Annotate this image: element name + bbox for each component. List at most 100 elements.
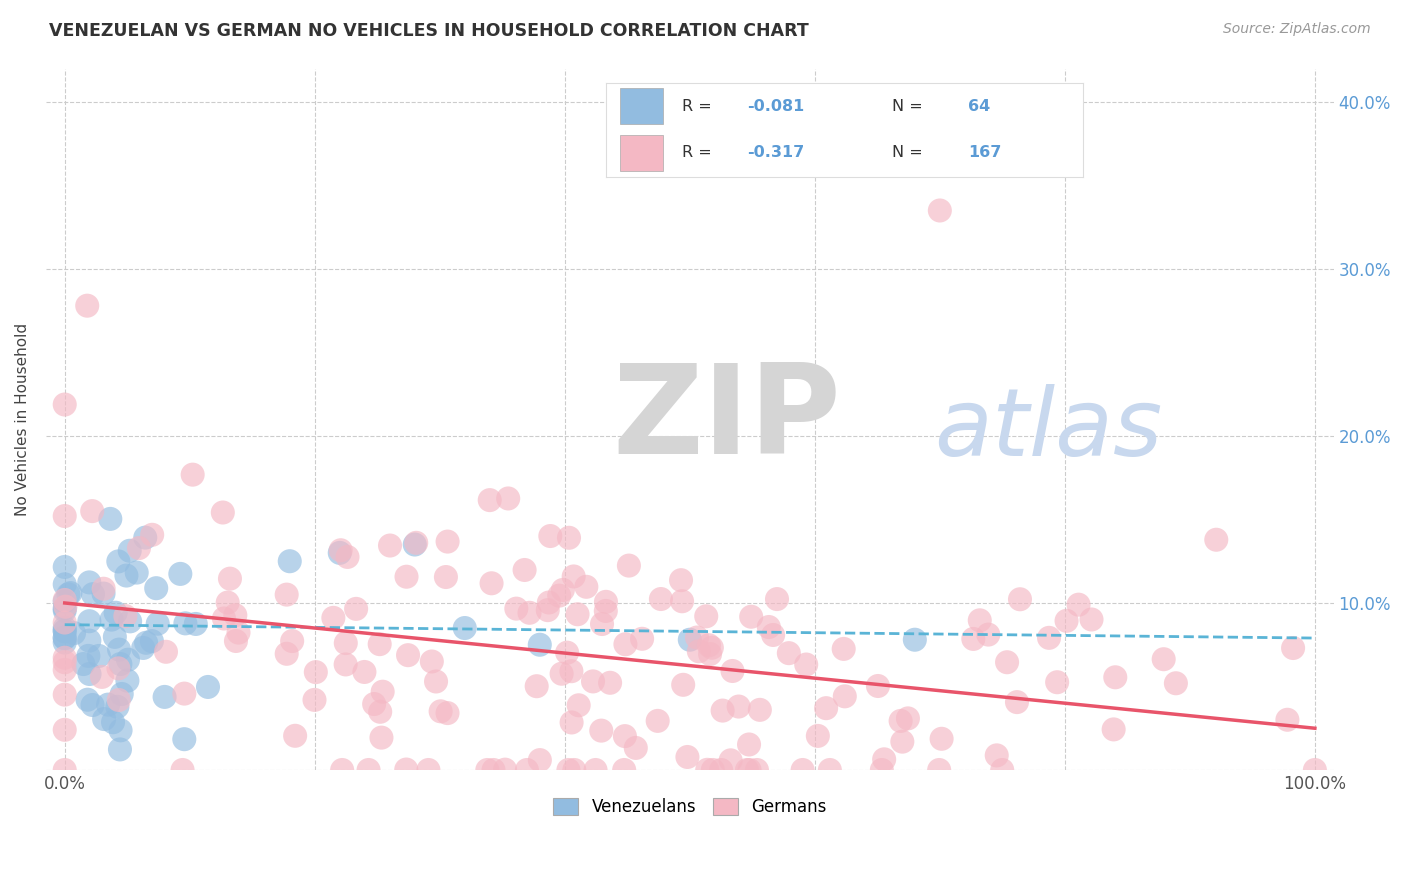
Point (91, 670, 114, 684)
Point (631, 632, 654, 646)
Point (529, 638, 551, 652)
Point (434, 570, 457, 584)
Point (53, 509, 76, 524)
Point (995, 655, 1018, 669)
Point (695, 609, 717, 624)
Point (336, 549, 359, 564)
Point (720, 753, 742, 767)
Point (710, 763, 733, 777)
Point (172, 763, 194, 777)
Point (55, 599, 77, 614)
Point (436, 706, 458, 720)
Point (53, 663, 76, 677)
Point (82, 504, 104, 518)
Point (686, 631, 709, 645)
Point (696, 763, 718, 777)
Point (928, 203, 950, 218)
Point (53, 621, 76, 635)
Point (429, 704, 451, 718)
Point (79, 633, 101, 648)
Point (494, 763, 516, 777)
Point (454, 621, 477, 635)
Point (595, 604, 617, 618)
Point (671, 594, 693, 608)
Point (107, 554, 129, 568)
Legend: Venezuelans, Germans: Venezuelans, Germans (544, 790, 835, 825)
Point (100, 613, 122, 627)
Point (873, 752, 896, 766)
Point (371, 684, 394, 698)
Point (104, 606, 127, 620)
Point (217, 596, 239, 610)
Point (832, 641, 855, 656)
Point (766, 592, 789, 607)
Point (53, 632, 76, 646)
Point (516, 763, 538, 777)
Point (82, 698, 104, 712)
Point (1067, 598, 1090, 612)
Point (363, 697, 385, 711)
Point (141, 528, 163, 542)
Point (53, 635, 76, 649)
Point (404, 537, 426, 551)
Point (669, 573, 692, 587)
Point (77, 648, 100, 663)
Point (613, 729, 636, 743)
Point (672, 678, 695, 692)
Point (110, 657, 132, 671)
Point (87, 648, 110, 663)
Point (146, 616, 169, 631)
Point (111, 687, 134, 701)
Point (807, 729, 830, 743)
Point (53, 560, 76, 574)
Point (650, 592, 672, 607)
Point (815, 701, 838, 715)
Point (555, 646, 578, 660)
Point (505, 601, 527, 615)
Point (1038, 631, 1060, 645)
Point (97, 698, 120, 712)
Point (834, 690, 856, 704)
Point (174, 616, 197, 631)
Point (700, 640, 723, 655)
Point (727, 699, 749, 714)
Point (110, 723, 132, 738)
Point (676, 750, 699, 764)
Point (420, 655, 443, 669)
Point (225, 634, 247, 648)
Point (79, 614, 101, 628)
Point (482, 763, 505, 777)
Point (135, 636, 157, 650)
Point (395, 763, 418, 777)
Point (370, 731, 392, 745)
Point (395, 570, 418, 584)
Point (962, 632, 984, 646)
Point (969, 613, 991, 627)
Point (688, 644, 710, 658)
Point (560, 664, 582, 678)
Point (53, 603, 76, 617)
Point (538, 529, 561, 543)
Point (114, 609, 136, 624)
Point (53, 615, 76, 630)
Point (595, 595, 617, 609)
Point (53, 601, 76, 615)
Point (738, 738, 761, 752)
Point (368, 705, 391, 719)
Point (1104, 670, 1126, 684)
Point (107, 661, 129, 675)
Point (986, 748, 1008, 763)
Point (53, 631, 76, 645)
Point (228, 625, 250, 640)
Point (304, 693, 326, 707)
Point (107, 693, 129, 707)
Point (478, 493, 501, 508)
Point (699, 647, 721, 661)
Point (891, 734, 914, 748)
Point (224, 608, 246, 623)
Point (537, 603, 560, 617)
Point (396, 648, 419, 662)
Point (481, 576, 503, 591)
Point (738, 763, 761, 777)
Point (519, 606, 541, 620)
